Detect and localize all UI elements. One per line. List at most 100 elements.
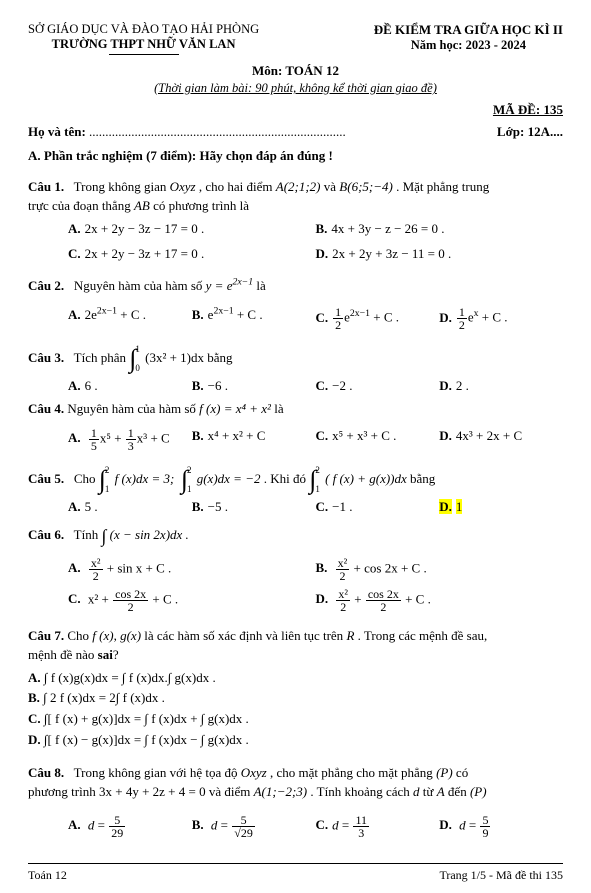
q4-optD[interactable]: D.4x³ + 2x + C xyxy=(439,427,563,452)
footer-left: Toán 12 xyxy=(28,868,67,883)
q6-optB[interactable]: B. x²2 + cos 2x + C . xyxy=(316,557,564,582)
q6-label: Câu 6. xyxy=(28,527,64,542)
q5-i1: f (x)dx = 3; xyxy=(115,471,175,486)
q3-label: Câu 3. xyxy=(28,350,64,365)
header-divider xyxy=(109,54,179,55)
q8-optA[interactable]: A. d = 529 xyxy=(68,814,192,839)
q8-t4: phương trình xyxy=(28,784,99,799)
q2-options: A.2e2x−1 + C . B.e2x−1 + C . C.12e2x−1 +… xyxy=(68,306,563,331)
name-field: Họ và tên: .............................… xyxy=(28,124,346,140)
class-label: Lớp: 12A.... xyxy=(497,124,563,139)
q1-optD[interactable]: D.2x + 2y + 3z − 11 = 0 . xyxy=(316,245,564,264)
q5-optD[interactable]: D.1 xyxy=(439,498,563,517)
q2-eq1: là xyxy=(253,278,266,293)
header: SỞ GIÁO DỤC VÀ ĐÀO TẠO HẢI PHÒNG TRƯỜNG … xyxy=(28,22,563,55)
question-3: Câu 3. Tích phân ∫ 10 (3x² + 1)dx bằng A… xyxy=(28,345,563,396)
q7-t1: Cho xyxy=(67,628,92,643)
q1-B: B(6;5;−4) xyxy=(339,179,393,194)
q3-text: Tích phân xyxy=(74,350,130,365)
q3-optD[interactable]: D.2 . xyxy=(439,377,563,396)
dept: SỞ GIÁO DỤC VÀ ĐÀO TẠO HẢI PHÒNG xyxy=(28,22,259,37)
q1-t4: . Mặt phẳng trung xyxy=(393,179,489,194)
question-6: Câu 6. Tính ∫ (x − sin 2x)dx . A. x²2 + … xyxy=(28,523,563,613)
q4-options: A. 15x⁵ + 13x³ + C B.x⁴ + x² + C C.x⁵ + … xyxy=(68,427,563,452)
header-right: ĐỀ KIỂM TRA GIỮA HỌC KÌ II Năm học: 2023… xyxy=(374,22,563,55)
q7-t2: là các hàm số xác định và liên tục trên xyxy=(144,628,346,643)
q1-t6: có phương trình là xyxy=(150,198,249,213)
question-1: Câu 1. Trong không gian Oxyz , cho hai đ… xyxy=(28,178,563,263)
q8-t3: có xyxy=(453,765,469,780)
q6-optD[interactable]: D. x²2 + cos 2x2 + C . xyxy=(316,588,564,613)
q7-optA[interactable]: A. ∫ f (x)g(x)dx = ∫ f (x)dx.∫ g(x)dx . xyxy=(28,669,563,688)
duration-text: (Thời gian làm bài: 90 phút, không kể th… xyxy=(154,81,437,95)
subject: Môn: TOÁN 12 xyxy=(28,63,563,79)
q3-optB[interactable]: B.−6 . xyxy=(192,377,316,396)
ma-de: MÃ ĐỀ: 135 xyxy=(28,102,563,118)
q1-t3: và xyxy=(321,179,340,194)
q1-t2: , cho hai điểm xyxy=(196,179,276,194)
q1-optC[interactable]: C.2x + 2y − 3z + 17 = 0 . xyxy=(68,245,316,264)
q3-options: A.6 . B.−6 . C.−2 . D.2 . xyxy=(68,377,563,396)
header-left: SỞ GIÁO DỤC VÀ ĐÀO TẠO HẢI PHÒNG TRƯỜNG … xyxy=(28,22,259,55)
q4-optB[interactable]: B.x⁴ + x² + C xyxy=(192,427,316,452)
q2-optB[interactable]: B.e2x−1 + C . xyxy=(192,306,316,331)
q8-t5: và điểm xyxy=(206,784,254,799)
q1-optA[interactable]: A.2x + 2y − 3z − 17 = 0 . xyxy=(68,220,316,239)
school: TRƯỜNG THPT NHỮ VĂN LAN xyxy=(28,37,259,52)
q8-label: Câu 8. xyxy=(28,765,64,780)
q5-t2: . Khi đó xyxy=(264,471,310,486)
q3-optC[interactable]: C.−2 . xyxy=(316,377,440,396)
q4-optC[interactable]: C.x⁵ + x³ + C . xyxy=(316,427,440,452)
school-year: Năm học: 2023 - 2024 xyxy=(374,38,563,53)
q8-space: Oxyz xyxy=(241,765,267,780)
name-label: Họ và tên: xyxy=(28,124,86,139)
q7-g: g(x) xyxy=(120,628,141,643)
q6-optC[interactable]: C. x² + cos 2x2 + C . xyxy=(68,588,316,613)
q8-optC[interactable]: C.d = 113 xyxy=(316,814,440,839)
q8-t7: từ xyxy=(420,784,437,799)
q3-integral: ∫ 10 xyxy=(129,345,142,373)
q6-text: Tính xyxy=(74,527,102,542)
q6-optA[interactable]: A. x²2 + sin x + C . xyxy=(68,557,316,582)
q7-optC[interactable]: C. ∫[ f (x) + g(x)]dx = ∫ f (x)dx + ∫ g(… xyxy=(28,710,563,729)
q5-optA[interactable]: A.5 . xyxy=(68,498,192,517)
q7-optB[interactable]: B. ∫ 2 f (x)dx = 2∫ f (x)dx . xyxy=(28,689,563,708)
q2-text: Nguyên hàm của hàm số xyxy=(74,278,206,293)
question-7: Câu 7. Cho f (x), g(x) là các hàm số xác… xyxy=(28,627,563,750)
q2-eq0: y = e xyxy=(206,278,233,293)
q4-optA[interactable]: A. 15x⁵ + 13x³ + C xyxy=(68,427,192,452)
q3-optA[interactable]: A.6 . xyxy=(68,377,192,396)
q8-t1: Trong không gian với hệ tọa độ xyxy=(74,765,241,780)
q4-tail: là xyxy=(271,401,284,416)
q5-optC[interactable]: C.−1 . xyxy=(316,498,440,517)
q8-P: (P) xyxy=(436,765,453,780)
q8-optB[interactable]: B. d = 5√29 xyxy=(192,814,316,839)
q5-label: Câu 5. xyxy=(28,471,64,486)
q1-optB[interactable]: B.4x + 3y − z − 26 = 0 . xyxy=(316,220,564,239)
name-dots: ........................................… xyxy=(89,124,346,139)
q7-sai: sai xyxy=(98,647,113,662)
q6-body: (x − sin 2x)dx . xyxy=(110,527,189,542)
name-row: Họ và tên: .............................… xyxy=(28,124,563,140)
q1-label: Câu 1. xyxy=(28,179,64,194)
q7-label: Câu 7. xyxy=(28,628,64,643)
q5-optB[interactable]: B.−5 . xyxy=(192,498,316,517)
q7-t4: mệnh đề nào xyxy=(28,647,98,662)
q2-optA[interactable]: A.2e2x−1 + C . xyxy=(68,306,192,331)
question-5: Câu 5. Cho ∫21 f (x)dx = 3; ∫21 g(x)dx =… xyxy=(28,466,563,517)
q1-space: Oxyz xyxy=(170,179,196,194)
exam-title: ĐỀ KIỂM TRA GIỮA HỌC KÌ II xyxy=(374,22,563,38)
footer: Toán 12 Trang 1/5 - Mã đề thi 135 xyxy=(28,863,563,883)
q7-t3: . Trong các mệnh đề sau, xyxy=(354,628,487,643)
q2-label: Câu 2. xyxy=(28,278,64,293)
q8-P2: (P) xyxy=(470,784,487,799)
q2-optC[interactable]: C.12e2x−1 + C . xyxy=(316,306,440,331)
q4-text: Nguyên hàm của hàm số xyxy=(67,401,199,416)
q7-optD[interactable]: D. ∫[ f (x) − g(x)]dx = ∫ f (x)dx − ∫ g(… xyxy=(28,731,563,750)
q8-t2: , cho mặt phẳng cho mặt phẳng xyxy=(267,765,436,780)
q8-A2: A xyxy=(437,784,445,799)
q8-optD[interactable]: D. d = 59 xyxy=(439,814,563,839)
q2-optD[interactable]: D.12ex + C . xyxy=(439,306,563,331)
duration: (Thời gian làm bài: 90 phút, không kể th… xyxy=(28,81,563,96)
q4-eq: f (x) = x⁴ + x² xyxy=(199,401,271,416)
